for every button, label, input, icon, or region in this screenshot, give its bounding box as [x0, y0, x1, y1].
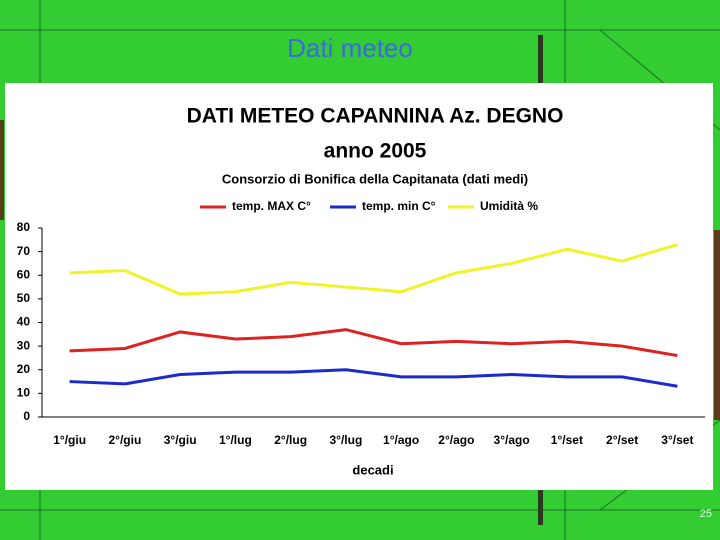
- y-tick-label: 30: [17, 338, 31, 352]
- x-tick-label: 3°/ago: [494, 433, 530, 447]
- legend-label: temp. min C°: [362, 199, 436, 213]
- decoration-bar: [538, 490, 543, 525]
- x-tick-label: 2°/giu: [108, 433, 141, 447]
- legend-label: temp. MAX C°: [232, 199, 311, 213]
- y-tick-label: 70: [17, 244, 31, 258]
- x-tick-label: 1°/lug: [219, 433, 252, 447]
- decoration-bar: [538, 35, 543, 85]
- slide-title: Dati meteo: [287, 33, 413, 63]
- decoration-bar: [714, 230, 720, 420]
- chart: DATI METEO CAPANNINA Az. DEGNO anno 2005…: [187, 105, 564, 478]
- y-tick-label: 20: [17, 362, 31, 376]
- x-tick-label: 3°/set: [661, 433, 693, 447]
- x-tick-label: 1°/ago: [383, 433, 419, 447]
- chart-subtitle: Consorzio di Bonifica della Capitanata (…: [222, 171, 528, 186]
- x-tick-label: 1°/set: [551, 433, 583, 447]
- x-tick-label: 2°/ago: [438, 433, 474, 447]
- chart-panel: [5, 83, 713, 490]
- series-line: [69, 243, 678, 296]
- chart-title: anno 2005: [324, 140, 427, 163]
- page-number: 25: [700, 508, 712, 520]
- y-tick-label: 10: [17, 386, 31, 400]
- x-tick-label: 2°/set: [606, 433, 638, 447]
- series-line: [69, 328, 678, 358]
- y-tick-label: 40: [17, 315, 31, 329]
- x-tick-label: 1°/giu: [53, 433, 86, 447]
- series-line: [69, 368, 678, 388]
- x-tick-label: 2°/lug: [274, 433, 307, 447]
- chart-title: DATI METEO CAPANNINA Az. DEGNO: [187, 105, 564, 128]
- x-tick-label: 3°/lug: [329, 433, 362, 447]
- y-tick-label: 50: [17, 291, 31, 305]
- y-tick-label: 80: [17, 220, 31, 234]
- decoration-bar: [0, 120, 4, 220]
- x-tick-label: 3°/giu: [164, 433, 197, 447]
- y-tick-label: 0: [23, 409, 30, 423]
- legend-label: Umidità %: [480, 199, 538, 213]
- y-tick-label: 60: [17, 267, 31, 281]
- x-axis-label: decadi: [352, 462, 393, 477]
